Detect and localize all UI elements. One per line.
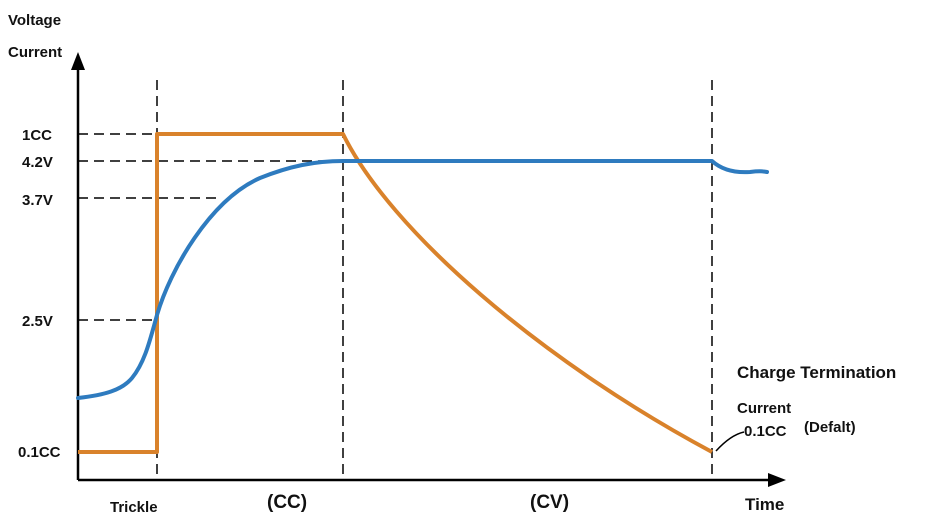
voltage-curve: [76, 159, 769, 400]
x-axis-arrow: [768, 473, 786, 487]
annotation-pointer: [715, 431, 745, 452]
annotation-default-note: (Defalt): [804, 419, 856, 436]
annotation-value: 0.1CC: [744, 423, 787, 440]
x-axis-title: Time: [745, 495, 784, 514]
y-axis-title-current: Current: [8, 44, 62, 61]
tick-label-0-1cc: 0.1CC: [18, 444, 61, 461]
phase-label-trickle: Trickle: [110, 499, 158, 516]
phase-label-cv: (CV): [530, 492, 569, 513]
tick-label-2-5v: 2.5V: [22, 313, 53, 330]
tick-label-1cc: 1CC: [22, 127, 52, 144]
annotation-current: Current: [737, 400, 791, 417]
y-axis-title-voltage: Voltage: [8, 12, 61, 29]
annotation-charge-termination: Charge Termination: [737, 363, 896, 382]
y-axis-arrow: [71, 52, 85, 70]
current-curve: [78, 132, 713, 454]
tick-label-4-2v: 4.2V: [22, 154, 53, 171]
tick-label-3-7v: 3.7V: [22, 192, 53, 209]
phase-label-cc: (CC): [267, 492, 307, 513]
